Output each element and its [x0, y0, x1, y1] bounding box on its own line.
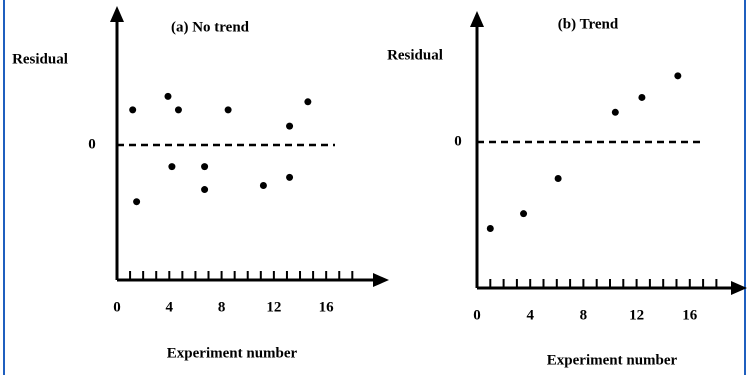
- chart-title: (a) No trend: [171, 19, 250, 35]
- point: [520, 210, 528, 218]
- x-axis-arrow: [373, 273, 389, 287]
- point: [224, 106, 232, 114]
- x-axis-label: Experiment number: [547, 352, 678, 368]
- x-tick-label: 4: [526, 307, 534, 323]
- point: [674, 72, 682, 80]
- point: [168, 163, 176, 171]
- x-tick-label: 16: [682, 307, 698, 323]
- y-axis-arrow: [470, 11, 484, 27]
- x-tick-label: 12: [629, 307, 644, 323]
- x-tick-label: 0: [113, 299, 121, 315]
- point: [638, 93, 646, 101]
- point: [133, 198, 141, 206]
- point: [259, 182, 267, 189]
- point: [129, 106, 137, 114]
- point: [174, 106, 182, 114]
- x-tick-label: 12: [266, 299, 281, 315]
- x-axis-arrow: [731, 281, 747, 295]
- y-axis-label: Residual: [387, 47, 443, 63]
- y-axis-label: Residual: [12, 51, 68, 67]
- point: [486, 225, 494, 233]
- point: [286, 173, 294, 181]
- y-tick-label: 0: [454, 133, 462, 149]
- point: [304, 98, 312, 106]
- point: [611, 108, 619, 116]
- chart-title: (b) Trend: [558, 16, 619, 32]
- point: [164, 92, 172, 100]
- x-tick-label: 4: [166, 299, 174, 315]
- x-tick-label: 8: [580, 307, 588, 323]
- y-axis-arrow: [110, 6, 124, 22]
- x-axis-label: Experiment number: [167, 345, 298, 361]
- point: [201, 163, 209, 171]
- y-tick-label: 0: [88, 136, 96, 152]
- x-tick-label: 0: [473, 307, 481, 323]
- x-tick-label: 16: [319, 299, 335, 315]
- x-tick-label: 8: [218, 299, 226, 315]
- point: [286, 122, 294, 130]
- point: [201, 186, 209, 194]
- point: [554, 175, 562, 183]
